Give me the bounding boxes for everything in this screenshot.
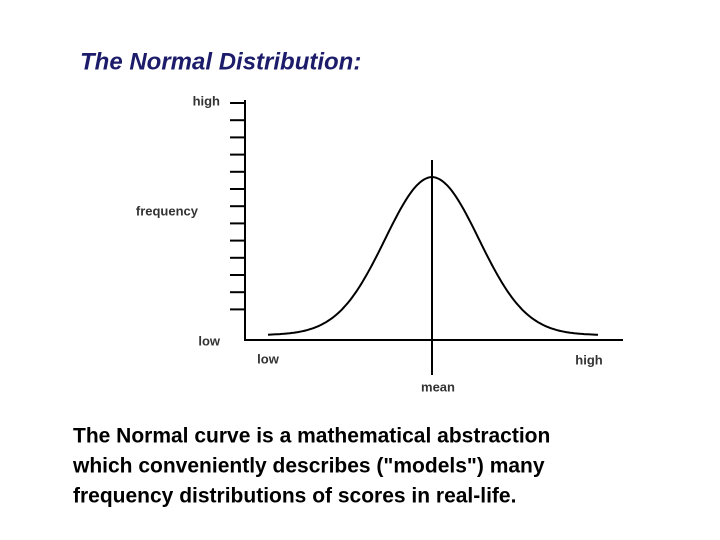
x-mean-label: mean: [421, 379, 455, 394]
y-high-label: high: [193, 93, 220, 108]
axes: [230, 100, 623, 375]
caption-line: frequency distributions of scores in rea…: [73, 485, 516, 508]
y-axis-label: frequency: [136, 203, 199, 218]
normal-curve: [267, 175, 598, 336]
caption-line: The Normal curve is a mathematical abstr…: [73, 425, 550, 448]
x-low-label: low: [257, 351, 280, 366]
x-high-label: high: [575, 352, 602, 367]
y-low-label: low: [198, 333, 221, 348]
slide-title: The Normal Distribution:: [80, 48, 361, 75]
caption-line: which conveniently describes ("models") …: [72, 455, 545, 478]
